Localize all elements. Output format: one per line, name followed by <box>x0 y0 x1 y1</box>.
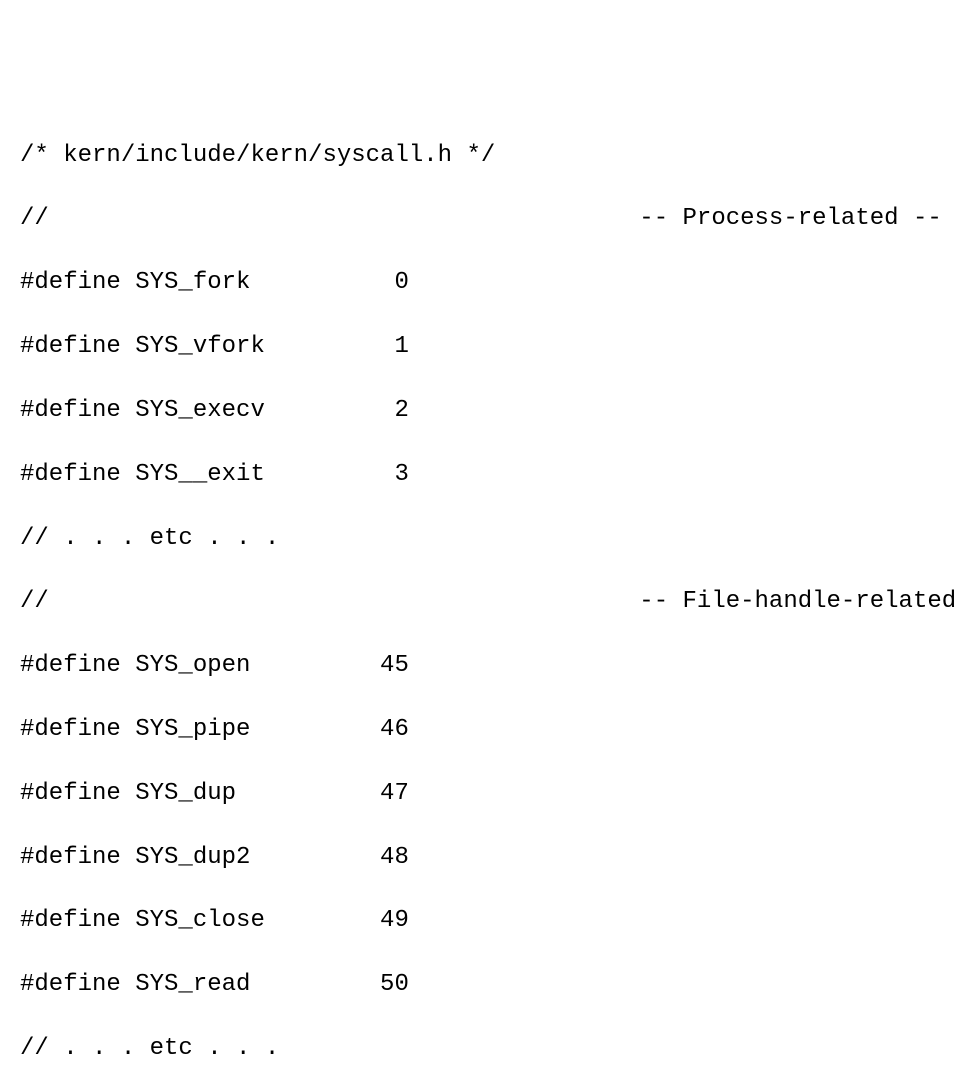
code-line-1: // -- Process-related -- <box>20 203 940 235</box>
code-line-5: #define SYS__exit 3 <box>20 459 940 491</box>
code-line-14: // . . . etc . . . <box>20 1033 940 1065</box>
code-line-11: #define SYS_dup2 48 <box>20 842 940 874</box>
code-line-2: #define SYS_fork 0 <box>20 267 940 299</box>
code-line-4: #define SYS_execv 2 <box>20 395 940 427</box>
code-line-13: #define SYS_read 50 <box>20 969 940 1001</box>
code-line-12: #define SYS_close 49 <box>20 905 940 937</box>
code-line-9: #define SYS_pipe 46 <box>20 714 940 746</box>
code-line-3: #define SYS_vfork 1 <box>20 331 940 363</box>
code-line-0: /* kern/include/kern/syscall.h */ <box>20 140 940 172</box>
code-line-7: // -- File-handle-related -- <box>20 586 940 618</box>
code-line-10: #define SYS_dup 47 <box>20 778 940 810</box>
code-line-6: // . . . etc . . . <box>20 523 940 555</box>
code-line-8: #define SYS_open 45 <box>20 650 940 682</box>
